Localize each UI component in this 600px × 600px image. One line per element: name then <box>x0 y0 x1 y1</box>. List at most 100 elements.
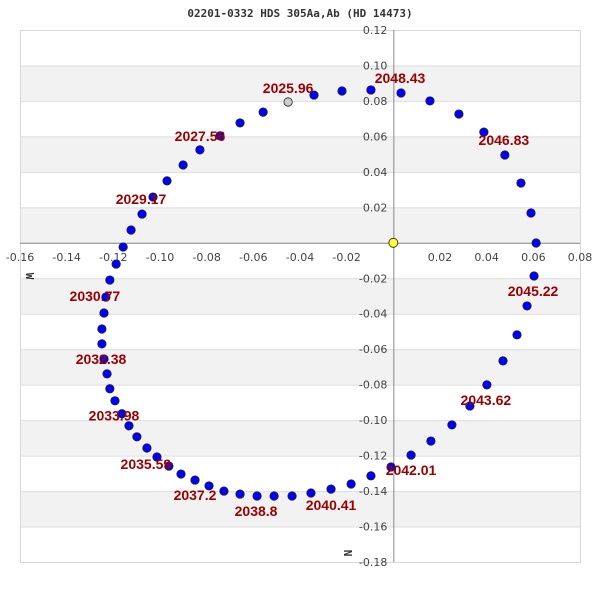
x-tick-label: -0.16 <box>6 251 34 264</box>
x-tick-label: -0.06 <box>239 251 267 264</box>
grid-band <box>20 65 580 101</box>
y-tick-label: 0.12 <box>363 24 388 37</box>
orbit-point <box>97 324 107 334</box>
primary-star-marker <box>388 237 399 248</box>
orbit-point <box>99 354 109 364</box>
y-tick-label: -0.06 <box>359 343 387 356</box>
y-tick-label: -0.08 <box>359 379 387 392</box>
orbit-point <box>522 301 532 311</box>
orbit-point <box>366 471 376 481</box>
y-tick-label: -0.12 <box>359 450 387 463</box>
orbit-point <box>99 308 109 318</box>
orbit-point <box>111 259 121 269</box>
orbit-point <box>178 160 188 170</box>
x-tick-label: 0.04 <box>474 251 499 264</box>
orbit-point <box>269 491 279 501</box>
orbit-point <box>148 192 158 202</box>
orbit-point <box>105 275 115 285</box>
orbit-point <box>124 421 134 431</box>
orbit-point <box>531 238 541 248</box>
orbit-point <box>447 420 457 430</box>
orbit-point <box>118 242 128 252</box>
orbit-point <box>258 107 268 117</box>
orbit-point <box>162 176 172 186</box>
orbit-point <box>426 436 436 446</box>
grid-band <box>20 136 580 172</box>
grid-band <box>20 420 580 456</box>
y-axis-label: N <box>341 550 354 557</box>
orbit-point <box>137 209 147 219</box>
orbit-point <box>152 452 162 462</box>
x-tick-label: 0.02 <box>428 251 453 264</box>
orbit-point <box>215 131 225 141</box>
orbit-point <box>235 118 245 128</box>
y-tick-label: -0.14 <box>359 485 387 498</box>
epoch-label: 2027.56 <box>175 128 226 144</box>
epoch-label: 2035.59 <box>121 456 172 472</box>
orbit-point <box>479 127 489 137</box>
x-axis-label: W <box>23 273 36 280</box>
grid-band <box>20 491 580 527</box>
current-position-point <box>283 97 293 107</box>
orbit-point <box>110 396 120 406</box>
epoch-label: 2038.8 <box>235 503 278 519</box>
orbit-point <box>346 479 356 489</box>
y-tick-label: 0.02 <box>363 201 388 214</box>
epoch-label: 2043.62 <box>461 392 512 408</box>
y-tick-label: 0.04 <box>363 166 388 179</box>
orbit-point <box>500 150 510 160</box>
axes <box>20 30 580 562</box>
epoch-label: 2042.01 <box>386 462 437 478</box>
grid-band <box>20 278 580 314</box>
y-tick-label: -0.18 <box>359 556 387 569</box>
y-tick-label: 0.06 <box>363 130 388 143</box>
orbit-point <box>406 450 416 460</box>
orbit-point <box>190 475 200 485</box>
chart-title: 02201-0332 HDS 305Aa,Ab (HD 14473) <box>187 7 412 20</box>
x-tick-label: -0.10 <box>146 251 174 264</box>
orbit-point <box>126 225 136 235</box>
x-tick-label: -0.04 <box>286 251 314 264</box>
x-tick-label: -0.02 <box>332 251 360 264</box>
orbit-point <box>117 409 127 419</box>
epoch-label: 2029.17 <box>116 191 167 207</box>
epoch-label: 2025.96 <box>263 80 314 96</box>
orbit-point <box>102 369 112 379</box>
x-tick-label: -0.14 <box>52 251 80 264</box>
orbit-point <box>482 380 492 390</box>
orbit-point <box>512 330 522 340</box>
tick-labels: -0.16 -0.14 -0.12 -0.10 -0.08 -0.06 -0.04 -0.02… <box>6 24 592 569</box>
epoch-label: 2030.77 <box>70 288 121 304</box>
epoch-label: 2046.83 <box>479 132 530 148</box>
orbit-point <box>498 356 508 366</box>
epoch-label: 2037.2 <box>174 487 217 503</box>
orbit-point <box>526 208 536 218</box>
orbit-point <box>386 462 396 472</box>
orbit-point <box>252 491 262 501</box>
grid-band <box>20 349 580 385</box>
orbit-point <box>204 481 214 491</box>
orbit-point <box>306 488 316 498</box>
orbit-point <box>101 292 111 302</box>
epoch-label: 2048.43 <box>375 70 426 86</box>
epoch-labels: 2025.96 2027.56 2029.17 2030.77 2032.38 2033.… <box>70 70 559 519</box>
orbit-point <box>195 145 205 155</box>
orbit-point <box>142 443 152 453</box>
x-tick-label: -0.08 <box>192 251 220 264</box>
orbit-point <box>366 85 376 95</box>
grid-band <box>20 207 580 243</box>
epoch-label: 2045.22 <box>508 283 559 299</box>
y-tick-label: 0.08 <box>363 95 388 108</box>
grid-bands <box>20 30 580 528</box>
orbit-point <box>309 90 319 100</box>
orbit-point <box>164 461 174 471</box>
epoch-label: 2032.38 <box>76 351 127 367</box>
y-tick-label: -0.10 <box>359 414 387 427</box>
orbit-points <box>97 85 541 501</box>
orbit-point <box>132 432 142 442</box>
orbit-point <box>326 484 336 494</box>
epoch-label: 2040.41 <box>306 497 357 513</box>
x-tick-label: 0.06 <box>521 251 546 264</box>
orbit-point <box>529 271 539 281</box>
